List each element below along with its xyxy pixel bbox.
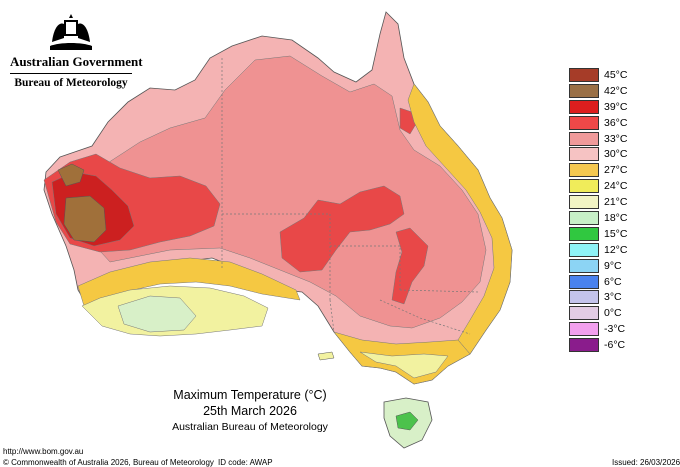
legend-label: 6°C — [604, 275, 622, 288]
legend-label: 0°C — [604, 307, 622, 320]
legend-label: 36°C — [604, 116, 628, 129]
legend-swatch — [569, 99, 599, 114]
website-link[interactable]: http://www.bom.gov.au — [3, 447, 84, 456]
legend-row: -6°C — [569, 337, 639, 353]
tasmania-cool-core — [395, 411, 419, 431]
zone-42c-a — [63, 195, 107, 243]
state-borders — [221, 58, 479, 335]
legend-row: 45°C — [569, 67, 639, 83]
legend-swatch — [569, 179, 599, 194]
legend-label: 27°C — [604, 164, 628, 177]
copyright-notice: © Commonwealth of Australia 2026, Bureau… — [3, 458, 214, 467]
coat-of-arms-icon — [50, 14, 92, 50]
legend-swatch — [569, 306, 599, 321]
legend-row: 3°C — [569, 289, 639, 305]
government-logo: Australian Government Bureau of Meteorol… — [10, 12, 143, 89]
legend-label: 12°C — [604, 243, 628, 256]
legend-label: 18°C — [604, 211, 628, 224]
legend-swatch — [569, 258, 599, 273]
legend-label: 3°C — [604, 291, 622, 304]
legend-swatch — [569, 83, 599, 98]
legend-label: 9°C — [604, 259, 622, 272]
temperature-legend: 45°C 42°C 39°C 36°C 33°C 30°C 27°C 24°C 21°C 18°C… — [569, 67, 639, 353]
legend-swatch — [569, 290, 599, 305]
legend-label: 42°C — [604, 84, 628, 97]
legend-swatch — [569, 67, 599, 82]
legend-row: 9°C — [569, 258, 639, 274]
legend-label: 21°C — [604, 196, 628, 209]
id-code: ID code: AWAP — [218, 458, 273, 467]
legend-row: 6°C — [569, 274, 639, 290]
legend-row: 15°C — [569, 226, 639, 242]
map-title: Maximum Temperature (°C) — [173, 388, 327, 402]
legend-swatch — [569, 163, 599, 178]
legend-label: 39°C — [604, 100, 628, 113]
legend-swatch — [569, 226, 599, 241]
legend-swatch — [569, 338, 599, 353]
zone-33c — [89, 55, 487, 329]
legend-swatch — [569, 210, 599, 225]
legend-swatch — [569, 115, 599, 130]
legend-row: 30°C — [569, 146, 639, 162]
legend-swatch — [569, 147, 599, 162]
issued-date: Issued: 26/03/2026 — [612, 458, 680, 467]
legend-label: 33°C — [604, 132, 628, 145]
zone-42c-b — [57, 163, 85, 187]
legend-swatch — [569, 322, 599, 337]
map-date: 25th March 2026 — [203, 404, 297, 418]
legend-row: 21°C — [569, 194, 639, 210]
legend-row: 18°C — [569, 210, 639, 226]
legend-label: 24°C — [604, 180, 628, 193]
legend-row: 39°C — [569, 99, 639, 115]
legend-label: 15°C — [604, 227, 628, 240]
legend-row: 33°C — [569, 131, 639, 147]
legend-row: 36°C — [569, 115, 639, 131]
zone-36c-centre — [279, 185, 405, 273]
government-name: Australian Government — [10, 54, 143, 74]
zone-21c-south — [117, 295, 197, 333]
legend-row: 12°C — [569, 242, 639, 258]
bureau-name: Bureau of Meteorology — [14, 77, 128, 89]
zone-24c-southeast — [359, 351, 449, 379]
legend-swatch — [569, 274, 599, 289]
legend-label: 30°C — [604, 148, 628, 161]
legend-row: -3°C — [569, 321, 639, 337]
map-caption: Maximum Temperature (°C) 25th March 2026… — [115, 388, 385, 433]
zone-36c-east — [391, 227, 429, 305]
legend-label: 45°C — [604, 68, 628, 81]
legend-swatch — [569, 131, 599, 146]
legend-swatch — [569, 195, 599, 210]
legend-row: 24°C — [569, 178, 639, 194]
legend-row: 27°C — [569, 162, 639, 178]
legend-swatch — [569, 242, 599, 257]
kangaroo-island — [317, 351, 335, 361]
legend-label: -6°C — [604, 339, 626, 352]
legend-row: 42°C — [569, 83, 639, 99]
map-organisation: Australian Bureau of Meteorology — [172, 421, 328, 433]
legend-label: -3°C — [604, 323, 626, 336]
legend-row: 0°C — [569, 305, 639, 321]
